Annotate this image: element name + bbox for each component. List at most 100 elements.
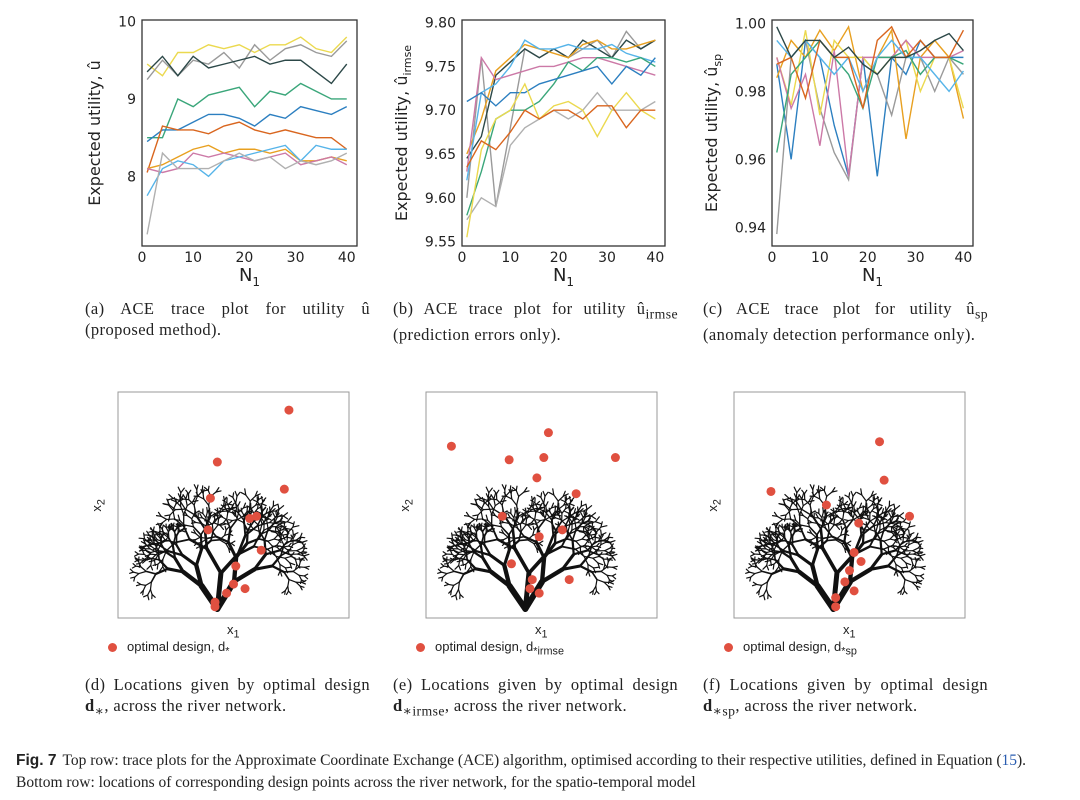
design-point <box>831 593 841 603</box>
x-axis-label: N1 <box>553 265 574 289</box>
caption-e: (e) Locations given by optimal design d∗… <box>393 675 678 719</box>
caption-c: (c) ACE trace plot for utility ûsp (anom… <box>703 299 988 345</box>
x-tick-label: 40 <box>338 250 356 266</box>
series-line-run-9 <box>146 144 347 197</box>
x-tick-label: 10 <box>184 250 202 266</box>
design-point <box>564 575 574 585</box>
design-point <box>821 500 831 510</box>
series-line-run-6 <box>146 121 348 173</box>
river-network <box>745 484 926 612</box>
series-line-run-10 <box>146 151 348 235</box>
x-tick-label: 0 <box>138 250 147 266</box>
design-point <box>525 584 535 594</box>
plot-frame <box>771 19 974 247</box>
series-line-run-9 <box>466 82 656 238</box>
y-tick-label: 9.80 <box>425 16 456 32</box>
x-tick-label: 30 <box>287 250 305 266</box>
river-map-e <box>425 391 658 619</box>
design-point <box>245 514 255 524</box>
design-point <box>446 441 456 451</box>
map-e-xlabel: x1 <box>535 622 548 641</box>
y-tick-label: 0.96 <box>735 152 766 168</box>
series-line-run-4 <box>776 30 965 116</box>
series-line-run-4 <box>466 39 656 155</box>
plot-frame <box>461 19 666 247</box>
y-tick-label: 9.55 <box>425 235 456 251</box>
y-tick-label: 9.65 <box>425 147 456 163</box>
legend-dot-icon <box>108 643 117 653</box>
series-line-run-7 <box>466 56 656 216</box>
design-point <box>210 602 220 612</box>
y-tick-label: 10 <box>118 15 136 31</box>
design-point <box>610 453 620 463</box>
design-point <box>506 559 516 569</box>
design-point <box>557 525 567 535</box>
series-line-run-3 <box>466 39 656 159</box>
series-line-run-8 <box>146 152 348 174</box>
caption-b: (b) ACE trace plot for utility ûirmse (p… <box>393 299 678 345</box>
design-point <box>252 511 262 521</box>
series-line-run-2 <box>466 91 656 221</box>
design-point <box>840 577 850 587</box>
design-point <box>222 588 232 598</box>
design-point <box>845 566 854 576</box>
design-point <box>256 545 266 555</box>
design-point <box>856 557 866 566</box>
caption-a: (a) ACE trace plot for utility û (propos… <box>85 299 370 339</box>
x-tick-label: 20 <box>235 250 253 266</box>
y-tick-label: 0.98 <box>735 84 766 100</box>
map-d-xlabel: x1 <box>227 622 240 641</box>
legend-dot-icon <box>724 643 733 653</box>
x-tick-label: 40 <box>955 250 973 266</box>
design-point <box>534 588 544 598</box>
trace-plot-c: 0 10 20 30 40 0.94 0.96 0.98 1.00 N1 Expected util… <box>702 16 974 289</box>
y-tick-label: 9 <box>127 92 136 108</box>
design-point <box>905 511 915 521</box>
design-point <box>543 428 553 438</box>
x-tick-label: 30 <box>907 250 925 266</box>
y-tick-label: 8 <box>127 169 136 185</box>
series-line-run-10 <box>466 105 656 168</box>
equation-link[interactable]: 15 <box>1001 752 1017 769</box>
design-point <box>205 493 215 503</box>
river-map-d <box>117 391 350 619</box>
design-point <box>879 475 889 485</box>
series-line-run-6 <box>466 55 656 172</box>
y-axis-label: Expected utility, û <box>85 60 104 206</box>
figure-caption: Fig. 7 Top row: trace plots for the Appro… <box>16 752 1027 791</box>
map-e-ylabel: x2 <box>396 499 416 512</box>
y-tick-label: 9.75 <box>425 59 456 75</box>
design-point <box>831 602 841 612</box>
series-line-run-8 <box>776 25 965 109</box>
y-tick-label: 0.94 <box>735 220 766 236</box>
series-line-run-4 <box>147 82 347 139</box>
river-network <box>437 484 618 612</box>
design-point <box>527 575 537 585</box>
caption-f: (f) Locations given by optimal design d∗… <box>703 675 988 719</box>
y-tick-label: 1.00 <box>735 16 766 32</box>
series-line-run-5 <box>776 39 964 177</box>
design-point <box>212 457 222 467</box>
design-point <box>571 489 581 499</box>
design-point <box>766 486 776 496</box>
design-point <box>497 511 507 521</box>
series-line-run-8 <box>466 57 656 107</box>
series-line-run-3 <box>146 55 348 85</box>
design-point <box>203 525 213 535</box>
x-tick-label: 20 <box>550 250 568 266</box>
design-point <box>284 405 294 415</box>
plot-frame <box>141 19 358 247</box>
y-tick-label: 9.70 <box>425 103 456 119</box>
x-tick-label: 20 <box>859 250 877 266</box>
design-point <box>854 518 864 528</box>
x-tick-label: 0 <box>768 250 777 266</box>
map-f-xlabel: x1 <box>843 622 856 641</box>
design-point <box>504 455 514 465</box>
caption-d: (d) Locations given by optimal design d∗… <box>85 675 370 719</box>
x-tick-label: 40 <box>646 250 664 266</box>
series-line-run-5 <box>146 105 348 143</box>
series-line-run-9 <box>776 26 964 76</box>
x-axis-label: N1 <box>239 265 260 289</box>
x-tick-label: 30 <box>598 250 616 266</box>
